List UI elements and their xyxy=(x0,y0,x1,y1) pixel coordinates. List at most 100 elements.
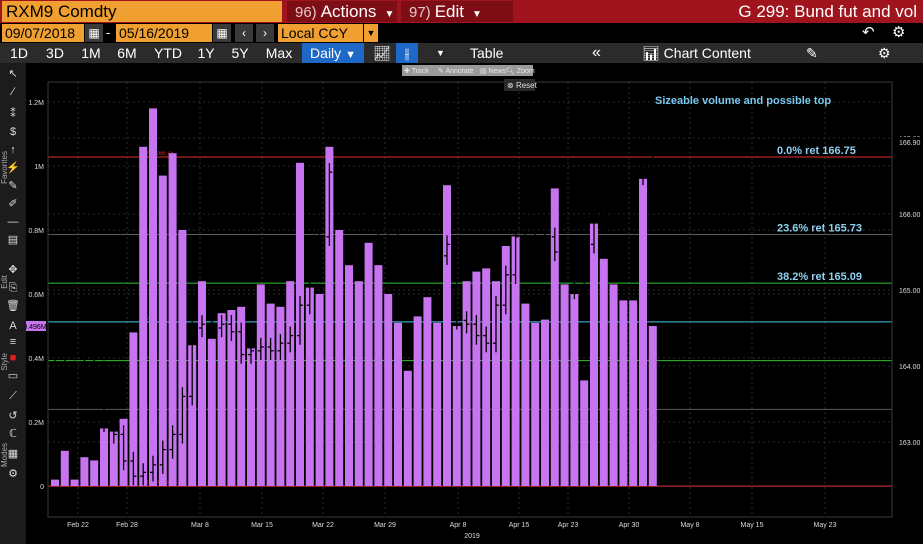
annotation-tool-icon[interactable]: ⁑ xyxy=(10,108,16,120)
end-date-input[interactable]: 05/16/2019 xyxy=(116,24,212,42)
chevron-down-icon: ▼ xyxy=(345,49,356,61)
volume-bar xyxy=(423,297,432,486)
x-tick-label: Mar 8 xyxy=(191,522,209,529)
copy-icon[interactable]: ⎘ xyxy=(8,282,18,294)
currency-select[interactable]: Local CCY xyxy=(278,24,363,42)
x-tick-label: Feb 28 xyxy=(116,522,138,529)
start-date-input[interactable]: 09/07/2018 xyxy=(2,24,84,42)
volume-bar xyxy=(413,316,422,486)
y-left-tick-label: 0.4M xyxy=(28,356,44,363)
volume-bar xyxy=(100,428,108,486)
volume-bar xyxy=(374,265,383,486)
color-swatch-icon[interactable]: ■ xyxy=(9,352,17,364)
undo-icon[interactable]: ↺ xyxy=(8,410,18,422)
shape-style-icon[interactable]: ▭ xyxy=(7,370,19,382)
chevron-right-icon[interactable]: › xyxy=(256,24,274,42)
chart-content-button[interactable]: 📊︎ Chart Content xyxy=(642,43,751,63)
fib-left-label: 0.0% 166.75 xyxy=(140,151,174,157)
channel-icon[interactable]: ▤ xyxy=(7,234,19,246)
tab-6m[interactable]: 6M xyxy=(117,45,137,61)
reset-button[interactable]: ⊗ Reset xyxy=(507,81,538,90)
bar-chart-icon[interactable]: ⫲ xyxy=(396,43,418,63)
frequency-select[interactable]: Daily ▼ xyxy=(302,43,364,63)
line-tool-icon[interactable]: ∕ xyxy=(12,86,14,98)
tab-ytd[interactable]: YTD xyxy=(154,45,182,61)
undo-icon[interactable]: ↶ xyxy=(862,24,875,41)
actions-menu-label: Actions xyxy=(320,2,377,21)
grid-icon[interactable]: ▦ xyxy=(7,448,19,460)
fib-left-label: 61.8% xyxy=(140,355,158,361)
calendar-icon[interactable]: ▦ xyxy=(213,24,231,42)
chevron-left-icon[interactable]: ‹ xyxy=(235,24,253,42)
line-chart-icon[interactable]: 📈︎ xyxy=(373,45,391,61)
chevron-down-icon[interactable]: ▼ xyxy=(436,48,445,58)
volume-bar xyxy=(364,242,373,486)
cursor-icon[interactable]: ↖ xyxy=(8,68,18,80)
snap-icon[interactable]: ℂ xyxy=(9,428,17,440)
volume-bar xyxy=(541,319,549,486)
tab-1m[interactable]: 1M xyxy=(81,45,101,61)
edit-menu[interactable]: 97) Edit ▼ xyxy=(401,1,513,22)
chart[interactable]: 0.0% 166.75 0.0% ret 166.75 23.6% 23.6% ret… xyxy=(26,63,923,544)
fib-tool-icon[interactable]: ⚡ xyxy=(6,162,20,174)
ruler-icon[interactable]: ⟋ xyxy=(9,390,17,402)
volume-bar xyxy=(168,153,177,486)
dollar-tool-icon[interactable]: $ xyxy=(9,126,17,138)
axes: 0 0.2M 0.4M 0.6M 0.8M 1M 1.2M 163.00 164.00 165.0… xyxy=(26,81,921,540)
pen-icon[interactable]: ✎ xyxy=(8,180,18,192)
page-title: G 299: Bund fut and vol xyxy=(738,2,917,21)
calendar-icon[interactable]: ▦ xyxy=(85,24,103,42)
gear-icon[interactable]: ⚙ xyxy=(892,24,906,41)
edit-menu-number: 97) xyxy=(409,4,431,21)
chevron-down-icon[interactable]: ▼ xyxy=(364,24,378,42)
settings-icon[interactable]: ⚙ xyxy=(8,468,18,480)
text-style-icon[interactable]: A xyxy=(9,320,17,332)
overlay-zoom[interactable]: 🔍︎ Zoom xyxy=(506,67,535,75)
tab-5y[interactable]: 5Y xyxy=(231,45,249,61)
ticker-field[interactable]: RXM9 Comdty xyxy=(2,1,282,22)
table-button[interactable]: Table xyxy=(470,45,504,61)
overlay-track[interactable]: ✚ Track xyxy=(404,67,429,75)
volume-bar xyxy=(570,294,579,486)
volume-bar xyxy=(90,460,99,486)
gear-icon[interactable]: ⚙ xyxy=(878,45,891,61)
modes-label: Modes xyxy=(0,443,9,468)
volume-bar xyxy=(139,146,148,487)
delete-icon[interactable]: 🗑︎ xyxy=(6,300,20,312)
reset-button-bg[interactable] xyxy=(504,79,535,91)
volume-bar xyxy=(149,108,157,487)
volume-bar xyxy=(599,258,608,486)
volume-bar xyxy=(482,268,491,486)
overlay-news[interactable]: ▤ News xyxy=(480,68,507,75)
y-left-tick-label: 1M xyxy=(34,164,44,171)
volume-bar xyxy=(619,300,628,486)
overlay-annotate[interactable]: ✎ Annotate xyxy=(438,68,474,75)
collapse-icon[interactable]: « xyxy=(592,44,601,61)
up-arrow-icon[interactable]: ↑ xyxy=(10,144,16,156)
edit-icon[interactable]: ✎ xyxy=(806,45,818,61)
x-tick-label: Mar 29 xyxy=(374,522,396,529)
y-right-tick-label: 165.00 xyxy=(899,288,921,295)
y-left-tick-label: 0.2M xyxy=(28,420,44,427)
tab-3d[interactable]: 3D xyxy=(46,45,64,61)
volume-bar xyxy=(560,284,569,486)
volume-bar xyxy=(639,178,647,487)
tab-1d[interactable]: 1D xyxy=(10,45,28,61)
y-left-tick-label: 0.8M xyxy=(28,228,44,235)
tab-1y[interactable]: 1Y xyxy=(197,45,215,61)
brush-icon[interactable]: ✐ xyxy=(8,198,18,210)
horizontal-line-icon[interactable]: — xyxy=(7,216,19,228)
actions-menu[interactable]: 96) Actions ▼ xyxy=(287,1,397,22)
y-right-tick-label: 163.00 xyxy=(899,440,921,447)
y-left-tick-label: 0 xyxy=(40,484,44,491)
tab-max[interactable]: Max xyxy=(265,45,293,61)
volume-bar xyxy=(305,287,314,486)
volume-bar xyxy=(256,284,265,486)
volume-bar xyxy=(403,370,412,486)
move-icon[interactable]: ✥ xyxy=(8,264,18,276)
plot-frame xyxy=(47,81,893,518)
volume-bar xyxy=(462,281,471,486)
volume-bar xyxy=(217,313,226,486)
volume-bar xyxy=(629,300,638,486)
line-style-icon[interactable]: ≡ xyxy=(9,336,17,348)
